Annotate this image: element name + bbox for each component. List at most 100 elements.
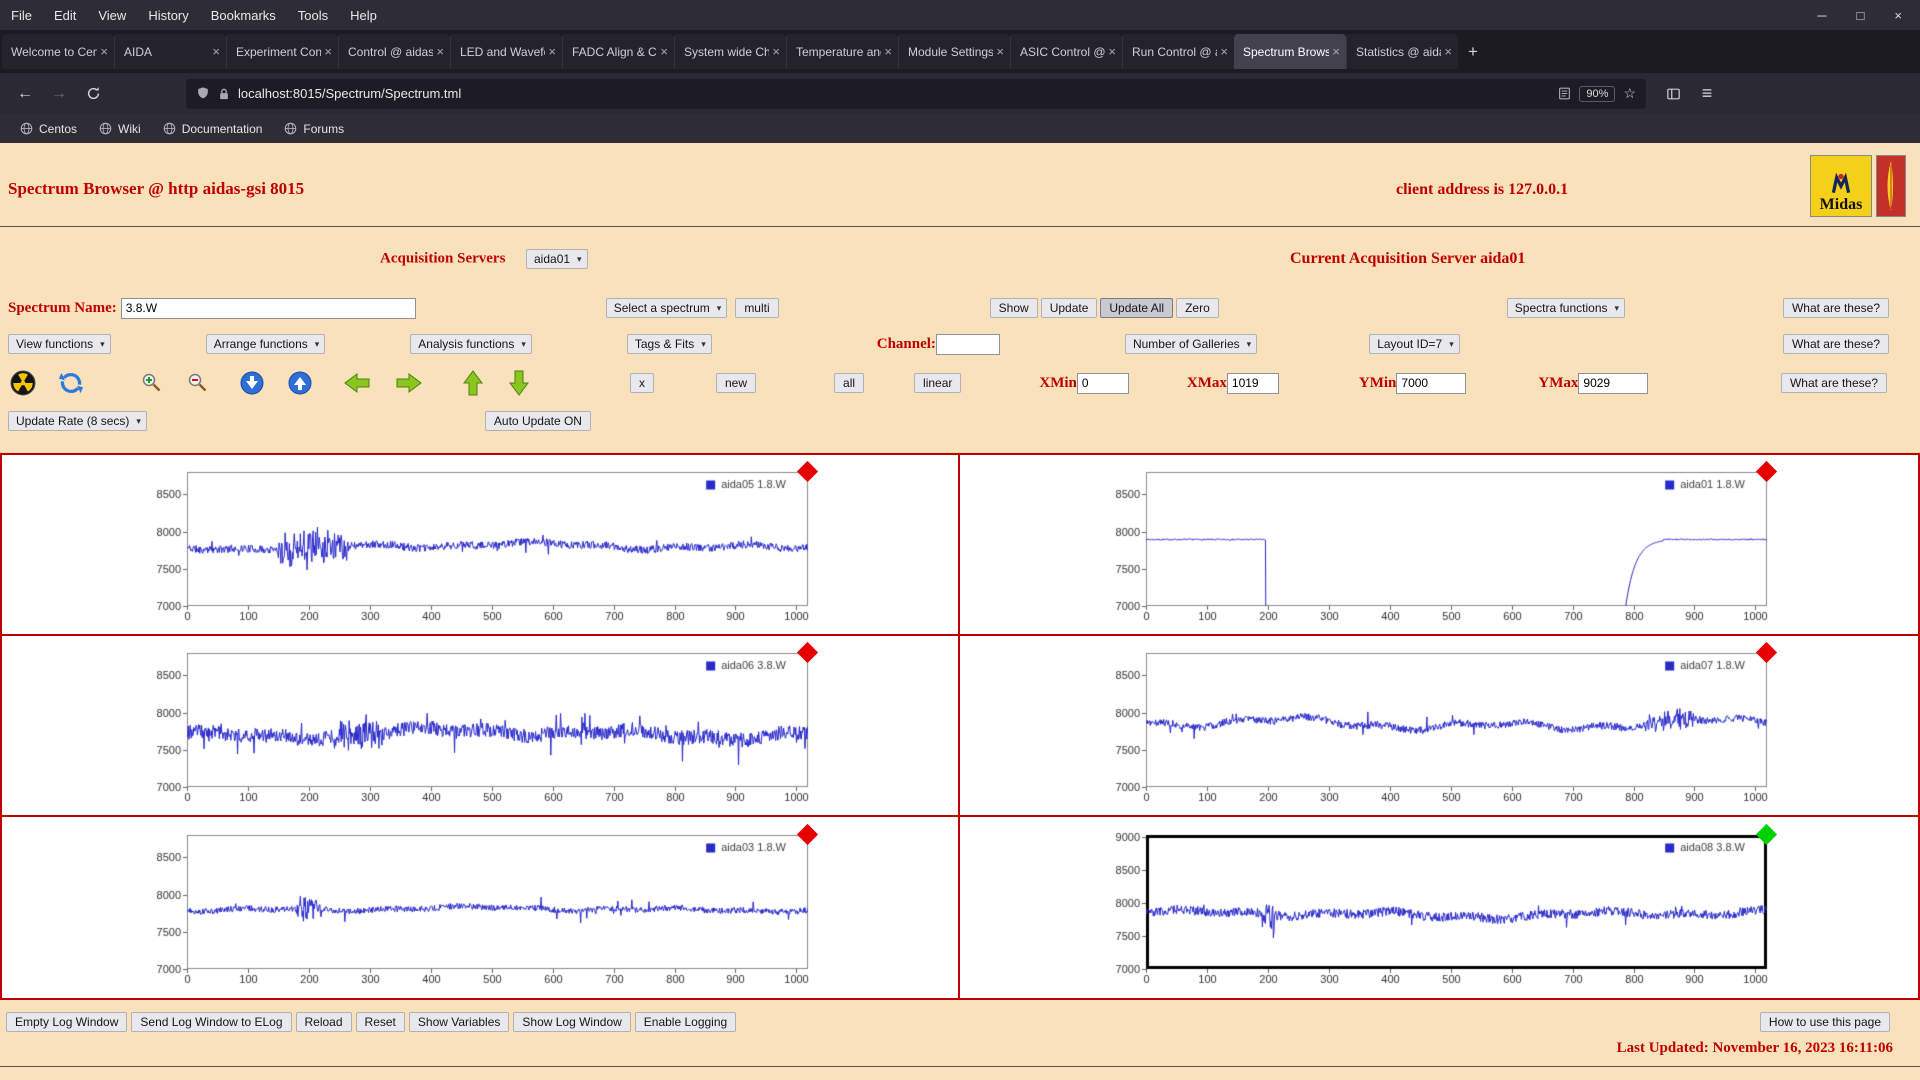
what-are-these-button-2[interactable]: What are these? [1782,334,1889,354]
maximize-button[interactable]: □ [1856,7,1865,23]
spectrum-chart-aida03[interactable] [138,826,822,989]
view-functions-dropdown[interactable]: View functions ▾ [8,334,111,354]
minimize-button[interactable]: ─ [1817,7,1827,23]
what-are-these-button-3[interactable]: What are these? [1780,373,1887,393]
select-spectrum-dropdown[interactable]: Select a spectrum ▾ [605,298,728,318]
zoom-out-icon[interactable] [186,371,210,395]
radiation-icon[interactable] [10,370,36,396]
menu-help[interactable]: Help [350,7,377,23]
update-button[interactable]: Update [1040,298,1098,318]
forward-button[interactable]: → [51,84,67,102]
zoom-level-badge[interactable]: 90% [1579,85,1616,102]
layout-id-dropdown[interactable]: Layout ID=7 ▾ [1369,334,1460,354]
zero-button[interactable]: Zero [1176,298,1219,318]
ymin-input[interactable] [1396,372,1467,394]
menu-bookmarks[interactable]: Bookmarks [210,7,276,23]
tab-close-icon[interactable]: × [1444,44,1452,59]
menu-history[interactable]: History [148,7,189,23]
auto-update-button[interactable]: Auto Update ON [484,411,591,431]
refresh-icon[interactable] [58,370,84,396]
url-text[interactable]: localhost:8015/Spectrum/Spectrum.tml [238,86,462,101]
tab-close-icon[interactable]: × [548,44,556,59]
bookmark-star-icon[interactable]: ☆ [1623,85,1636,101]
bookmark-centos[interactable]: Centos [12,120,85,138]
spectrum-chart-aida06[interactable] [138,644,822,807]
tab-led-and-wavefo[interactable]: LED and Wavefo × [450,34,562,69]
tab-close-icon[interactable]: × [884,44,892,59]
tab-close-icon[interactable]: × [660,44,668,59]
what-are-these-button-1[interactable]: What are these? [1782,298,1889,318]
arrange-functions-dropdown[interactable]: Arrange functions ▾ [205,334,326,354]
tab-spectrum-brows[interactable]: Spectrum Brows × [1234,34,1346,69]
galleries-dropdown[interactable]: Number of Galleries ▾ [1124,334,1258,354]
connection-lock-icon[interactable] [218,87,230,101]
tab-statistics-aida[interactable]: Statistics @ aida × [1346,34,1458,69]
footer-enable-logging-button[interactable]: Enable Logging [634,1012,737,1032]
bookmark-forums[interactable]: Forums [276,120,352,138]
tab-module-settings[interactable]: Module Settings × [898,34,1010,69]
sidebar-toggle-icon[interactable] [1658,79,1688,109]
tab-close-icon[interactable]: × [1332,44,1340,59]
bookmark-wiki[interactable]: Wiki [91,120,149,138]
zoom-in-icon[interactable] [140,371,164,395]
close-button[interactable]: × [1894,7,1902,23]
channel-input[interactable] [935,333,1000,355]
update-all-button[interactable]: Update All [1100,298,1174,318]
back-button[interactable]: ← [17,84,33,102]
how-to-use-button[interactable]: How to use this page [1759,1012,1890,1032]
tab-run-control-a[interactable]: Run Control @ a × [1122,34,1234,69]
scroll-up-sphere-icon[interactable] [288,371,312,395]
spectrum-chart-aida08[interactable] [1097,826,1781,989]
tab-close-icon[interactable]: × [324,44,332,59]
tab-fadc-align-co[interactable]: FADC Align & Co × [562,34,674,69]
tab-welcome-to-cen[interactable]: Welcome to Cen × [2,34,114,69]
reload-button[interactable] [78,79,108,109]
tags-fits-dropdown[interactable]: Tags & Fits ▾ [626,334,712,354]
scroll-down-sphere-icon[interactable] [240,371,264,395]
tab-close-icon[interactable]: × [100,44,108,59]
multi-button[interactable]: multi [735,298,779,318]
tab-close-icon[interactable]: × [996,44,1004,59]
footer-reset-button[interactable]: Reset [355,1012,405,1032]
spectrum-chart-aida07[interactable] [1097,644,1781,807]
move-up-arrow-icon[interactable] [462,369,484,397]
tab-close-icon[interactable]: × [772,44,780,59]
footer-reload-button[interactable]: Reload [295,1012,352,1032]
move-left-arrow-icon[interactable] [342,372,372,394]
tracking-shield-icon[interactable] [196,86,210,101]
tab-aida[interactable]: AIDA × [114,34,226,69]
tab-asic-control-[interactable]: ASIC Control @ × [1010,34,1122,69]
linear-button[interactable]: linear [914,373,962,393]
x-button[interactable]: x [630,373,654,393]
menu-view[interactable]: View [98,7,127,23]
acquisition-server-select[interactable]: aida01 ▾ [526,249,588,269]
spectrum-name-input[interactable] [120,297,416,319]
move-right-arrow-icon[interactable] [394,372,424,394]
show-button[interactable]: Show [989,298,1038,318]
footer-empty-log-window-button[interactable]: Empty Log Window [6,1012,128,1032]
tab-close-icon[interactable]: × [436,44,444,59]
footer-show-log-window-button[interactable]: Show Log Window [513,1012,631,1032]
menu-file[interactable]: File [11,7,32,23]
update-rate-dropdown[interactable]: Update Rate (8 secs) ▾ [8,411,147,431]
move-down-arrow-icon[interactable] [508,369,530,397]
spectra-functions-dropdown[interactable]: Spectra functions ▾ [1506,298,1626,318]
all-button[interactable]: all [834,373,865,393]
ymax-input[interactable] [1578,372,1649,394]
tab-close-icon[interactable]: × [1108,44,1116,59]
footer-send-log-window-to-elog-button[interactable]: Send Log Window to ELog [131,1012,292,1032]
new-button[interactable]: new [716,373,757,393]
menu-edit[interactable]: Edit [53,7,77,23]
analysis-functions-dropdown[interactable]: Analysis functions ▾ [410,334,532,354]
tab-system-wide-che[interactable]: System wide Che × [674,34,786,69]
xmax-input[interactable] [1226,372,1279,394]
app-menu-icon[interactable]: ≡ [1701,83,1713,103]
spectrum-chart-aida01[interactable] [1097,463,1781,626]
tab-temperature-and[interactable]: Temperature and × [786,34,898,69]
url-bar[interactable]: localhost:8015/Spectrum/Spectrum.tml 90%… [186,78,1646,109]
tab-control-aidas[interactable]: Control @ aidas × [338,34,450,69]
tab-close-icon[interactable]: × [1220,44,1228,59]
menu-tools[interactable]: Tools [297,7,329,23]
tab-close-icon[interactable]: × [212,44,220,59]
bookmark-documentation[interactable]: Documentation [155,120,271,138]
